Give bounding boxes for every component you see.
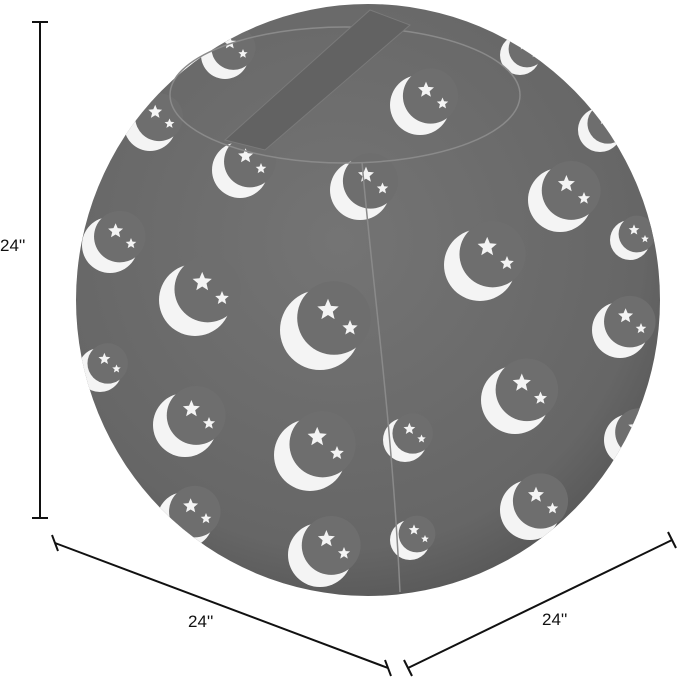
star-icon xyxy=(164,118,175,128)
moon-star-motif xyxy=(528,160,601,232)
star-icon xyxy=(618,308,634,323)
star-icon xyxy=(307,426,327,446)
moon-star-motif xyxy=(78,343,128,392)
star-icon xyxy=(534,391,547,404)
star-icon xyxy=(436,97,449,109)
star-icon xyxy=(376,182,389,194)
star-icon xyxy=(628,224,640,235)
height-label: 24'' xyxy=(0,236,26,255)
star-icon xyxy=(337,547,351,559)
moon-star-motif xyxy=(390,515,436,560)
star-icon xyxy=(192,271,212,291)
star-icon xyxy=(112,364,121,373)
depth-dimension-line xyxy=(403,531,677,677)
star-icon xyxy=(125,238,137,249)
star-icon xyxy=(500,256,514,269)
moon-star-motif xyxy=(159,256,241,336)
star-icon xyxy=(317,298,339,320)
star-icon xyxy=(477,236,497,256)
star-icon xyxy=(421,535,429,543)
moon-star-motif xyxy=(330,153,399,220)
side-seam xyxy=(361,161,401,593)
height-dimension-line xyxy=(32,21,48,519)
moon-star-motif xyxy=(274,411,356,491)
star-icon xyxy=(202,417,216,429)
star-icon xyxy=(182,400,200,417)
star-icon xyxy=(215,291,229,304)
star-icon xyxy=(528,486,544,502)
star-icon xyxy=(330,446,344,459)
star-icon xyxy=(255,163,267,174)
star-icon xyxy=(577,192,591,204)
moon-star-motif xyxy=(390,68,459,135)
depth-label: 24'' xyxy=(542,610,568,629)
moon-star-motif xyxy=(280,281,371,370)
moon-star-motif xyxy=(444,221,526,301)
width-dimension-line xyxy=(51,534,392,677)
star-icon xyxy=(98,352,111,364)
moon-star-motif xyxy=(610,215,656,260)
moon-star-motif xyxy=(82,210,146,273)
star-icon xyxy=(408,524,420,535)
star-icon xyxy=(238,49,248,58)
handle-strap xyxy=(223,9,411,151)
star-icon xyxy=(317,530,335,547)
moon-star-motif xyxy=(288,515,361,587)
moon-star-motif xyxy=(592,295,656,358)
moon-star-motif xyxy=(481,358,559,434)
star-icon xyxy=(358,166,374,182)
star-icon xyxy=(183,498,199,513)
star-icon xyxy=(342,320,358,335)
moon-star-motif xyxy=(153,385,226,457)
star-icon xyxy=(108,223,124,238)
star-icon xyxy=(557,175,575,192)
star-icon xyxy=(644,433,655,443)
moon-star-motif xyxy=(500,473,569,540)
star-icon xyxy=(612,124,621,133)
star-icon xyxy=(512,373,531,391)
star-icon xyxy=(403,422,416,434)
star-icon xyxy=(546,502,559,514)
star-icon xyxy=(238,148,254,163)
moon-star-motif xyxy=(383,413,433,462)
top-lid-seam xyxy=(169,26,521,164)
width-label: 24'' xyxy=(188,612,214,631)
star-icon xyxy=(635,323,647,334)
star-icon xyxy=(148,104,163,118)
star-icon xyxy=(418,81,434,97)
star-icon xyxy=(200,513,212,524)
star-icon xyxy=(641,235,649,243)
star-icon xyxy=(417,434,426,443)
